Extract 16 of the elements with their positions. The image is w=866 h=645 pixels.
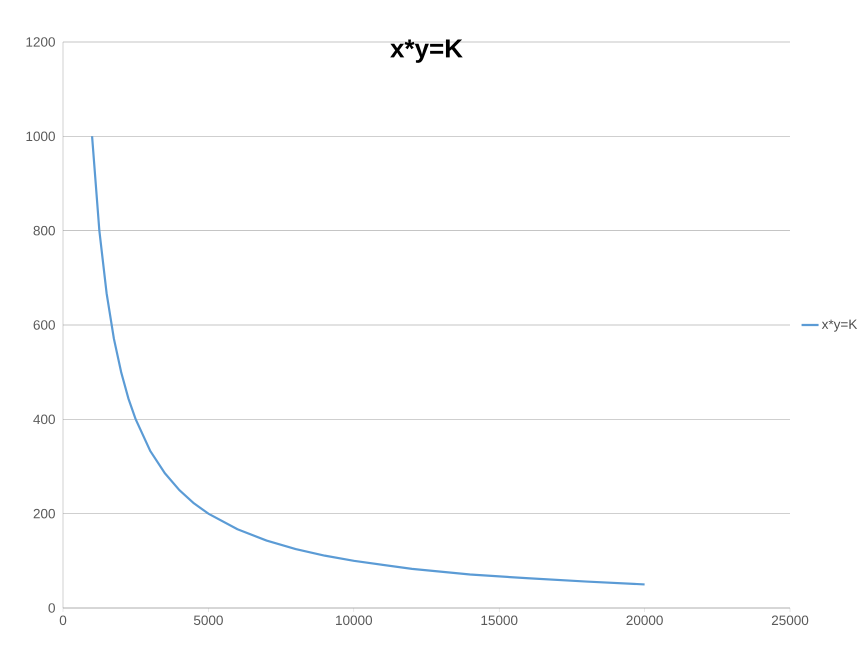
- x-tick-label: 0: [60, 616, 66, 626]
- chart-title: x*y=K: [390, 40, 463, 63]
- x-tick-label: 25000: [772, 616, 808, 626]
- x-tick-label: 5000: [194, 616, 223, 626]
- y-tick-label: 0: [48, 603, 55, 613]
- x-tick-label: 20000: [626, 616, 663, 626]
- x-tick-label: 10000: [336, 616, 372, 626]
- line-series: [90, 135, 646, 586]
- y-tick-label: 200: [34, 508, 55, 518]
- y-tick-label: 600: [34, 320, 55, 330]
- legend-label: x*y=K: [822, 320, 858, 332]
- y-tick-label: 1000: [26, 132, 55, 142]
- y-tick-label: 400: [33, 414, 55, 424]
- y-tick-label: 800: [34, 226, 55, 236]
- x-tick-label: 15000: [481, 616, 518, 626]
- y-tick-label: 1200: [26, 37, 55, 47]
